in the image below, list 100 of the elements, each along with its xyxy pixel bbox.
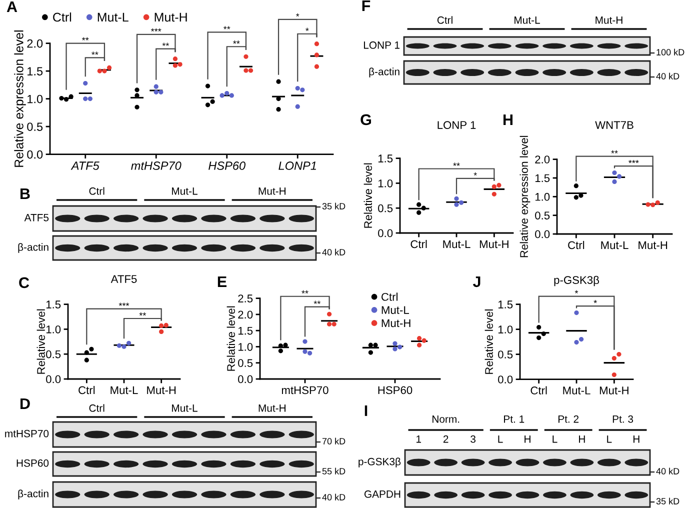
y-axis-title: Relative expression level xyxy=(520,136,530,258)
category-label: β-actin xyxy=(18,243,48,253)
category-label: Mut-H xyxy=(258,188,286,195)
y-tick-label: 0.0 xyxy=(378,229,393,238)
x-tick-label: LONP1 xyxy=(278,162,316,170)
text: A xyxy=(6,1,18,12)
x-tick-label: ATF5 xyxy=(70,162,100,170)
y-tick-label: 1.5 xyxy=(535,174,550,182)
category-label: 35 kD xyxy=(656,498,680,504)
text: H xyxy=(633,436,640,443)
legend-label: Ctrl xyxy=(53,12,72,22)
x-tick-label: Ctrl xyxy=(78,386,95,394)
x-tick-label: Ctrl xyxy=(568,240,584,250)
y-tick-label: 1.0 xyxy=(378,179,393,188)
y-tick-label: 1.0 xyxy=(46,325,61,334)
category-label: p-GSK3β xyxy=(358,458,401,468)
annotation: ** xyxy=(139,312,146,316)
text: H xyxy=(504,114,512,125)
y-tick-label: 0.5 xyxy=(498,350,513,358)
x-tick-label: mtHSP70 xyxy=(131,162,182,170)
chart-title: p-GSK3β xyxy=(554,276,600,286)
y-tick-label: 0.5 xyxy=(27,122,43,131)
category-label: Mut-L xyxy=(172,404,198,412)
y-tick-label: 2.0 xyxy=(535,156,550,164)
text: D xyxy=(20,398,30,409)
category-label: 70 kD xyxy=(322,438,346,444)
category-label: Mut-L xyxy=(172,188,198,195)
annotation: ** xyxy=(162,42,170,46)
y-tick-label: 1.5 xyxy=(238,326,253,335)
x-tick-label: Mut-H xyxy=(480,240,508,248)
y-tick-label: 2.5 xyxy=(238,294,253,302)
annotation: ** xyxy=(233,40,240,44)
x-tick-label: Ctrl xyxy=(530,386,547,394)
y-tick-label: 1.0 xyxy=(28,94,43,104)
y-tick-label: 0.0 xyxy=(27,150,43,159)
y-tick-label: 1.0 xyxy=(238,342,253,351)
y-axis-title: Relative level xyxy=(364,163,372,228)
y-tick-label: 0.5 xyxy=(535,212,550,220)
y-tick-label: 0.5 xyxy=(378,204,393,212)
text: C xyxy=(19,277,30,288)
x-tick-label: mtHSP70 xyxy=(282,386,328,394)
category-label: Pt. 1 xyxy=(504,416,524,423)
annotation: *** xyxy=(118,302,130,306)
y-axis-title: Relative level xyxy=(36,309,45,374)
y-tick-label: 1.5 xyxy=(46,300,61,308)
text: 2 xyxy=(443,435,448,443)
text: 3 xyxy=(470,435,476,443)
category-label: Pt. 2 xyxy=(558,415,579,423)
category-label: 55 kD xyxy=(322,468,346,474)
text: L xyxy=(607,436,612,443)
y-tick-label: 0.0 xyxy=(46,375,61,384)
x-tick-label: Mut-H xyxy=(600,386,628,394)
category-label: Norm. xyxy=(432,416,460,423)
annotation: ** xyxy=(92,52,98,55)
text: ** xyxy=(611,150,618,154)
legend-label: Ctrl xyxy=(382,292,398,301)
category-label: LONP 1 xyxy=(364,41,400,49)
y-tick-label: 1.5 xyxy=(498,300,513,308)
text: * xyxy=(574,290,578,294)
category-label: Mut-H xyxy=(258,404,286,412)
text: L xyxy=(552,436,558,443)
category-label: HSP60 xyxy=(16,459,49,467)
x-tick-label: HSP60 xyxy=(378,386,412,394)
text: E xyxy=(218,276,226,287)
text: B xyxy=(20,188,30,199)
legend-label: Mut-L xyxy=(98,12,128,22)
x-tick-label: HSP60 xyxy=(208,162,246,170)
y-tick-label: 0.0 xyxy=(498,376,513,384)
category-label: mtHSP70 xyxy=(5,430,49,438)
text: G xyxy=(360,114,371,126)
text: * xyxy=(594,300,597,304)
text: ** xyxy=(224,26,230,30)
y-tick-label: 1.5 xyxy=(378,154,393,162)
text: H xyxy=(524,436,530,443)
category-label: Ctrl xyxy=(89,187,104,195)
annotation: *** xyxy=(628,160,639,164)
x-tick-label: Mut-L xyxy=(601,241,628,250)
y-tick-label: 1.5 xyxy=(28,67,43,76)
text: ** xyxy=(82,37,89,40)
y-tick-label: 1.0 xyxy=(535,192,550,201)
text: * xyxy=(306,28,309,31)
legend-label: Mut-L xyxy=(382,306,409,314)
y-tick-label: 2.0 xyxy=(27,39,43,48)
chart-title: ATF5 xyxy=(110,275,137,283)
y-tick-label: 0.0 xyxy=(238,375,253,384)
y-tick-label: 0.0 xyxy=(535,230,550,238)
x-tick-label: Mut-H xyxy=(147,386,176,394)
chart-title: LONP 1 xyxy=(438,121,476,129)
y-axis-title: Relative level xyxy=(484,310,493,374)
x-tick-label: Mut-L xyxy=(563,386,590,394)
x-tick-label: Mut-L xyxy=(443,240,470,248)
legend-label: Mut-H xyxy=(154,12,187,22)
category-label: 40 kD xyxy=(656,72,680,80)
text: *** xyxy=(151,28,162,32)
category-label: 40 kD xyxy=(322,494,346,500)
category-label: Ctrl xyxy=(437,16,452,24)
y-axis-title: Relative expression level xyxy=(14,30,26,167)
category-label: Mut-H xyxy=(596,16,622,24)
annotation: * xyxy=(474,172,477,176)
category-label: Pt. 3 xyxy=(612,415,634,423)
